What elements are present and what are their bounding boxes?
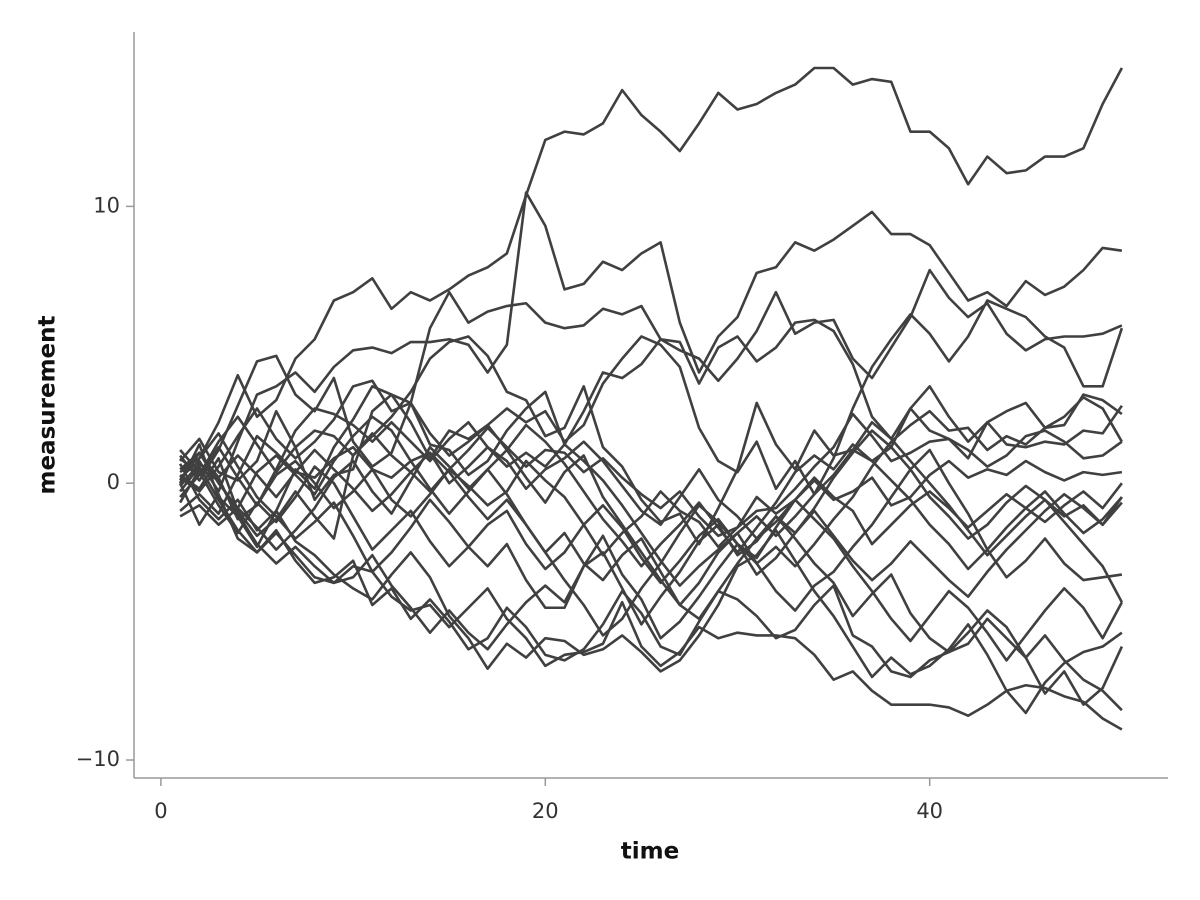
series-line xyxy=(179,409,1123,538)
series-line xyxy=(178,482,1124,706)
x-axis-title: time xyxy=(621,839,679,865)
x-tick-label: 0 xyxy=(154,799,167,823)
y-tick-label: 0 xyxy=(107,470,120,494)
y-tick-label: −10 xyxy=(76,747,120,771)
series-line xyxy=(178,299,1124,549)
series-line xyxy=(179,432,1123,712)
x-tick-label: 20 xyxy=(532,799,559,823)
y-tick-label: 10 xyxy=(93,193,120,217)
series-line xyxy=(179,66,1124,471)
series-line xyxy=(179,423,1123,571)
series-line xyxy=(179,449,1123,598)
y-axis-title: measurement xyxy=(35,315,61,494)
series-line xyxy=(179,465,1123,731)
x-tick-label: 40 xyxy=(916,799,943,823)
series-line xyxy=(179,379,1123,621)
series-line xyxy=(179,335,1123,546)
series-line xyxy=(178,463,1123,715)
series-line xyxy=(179,396,1123,637)
series-line xyxy=(179,191,1123,493)
series-line xyxy=(179,468,1124,662)
series-line xyxy=(179,268,1123,482)
series-line xyxy=(179,451,1123,557)
